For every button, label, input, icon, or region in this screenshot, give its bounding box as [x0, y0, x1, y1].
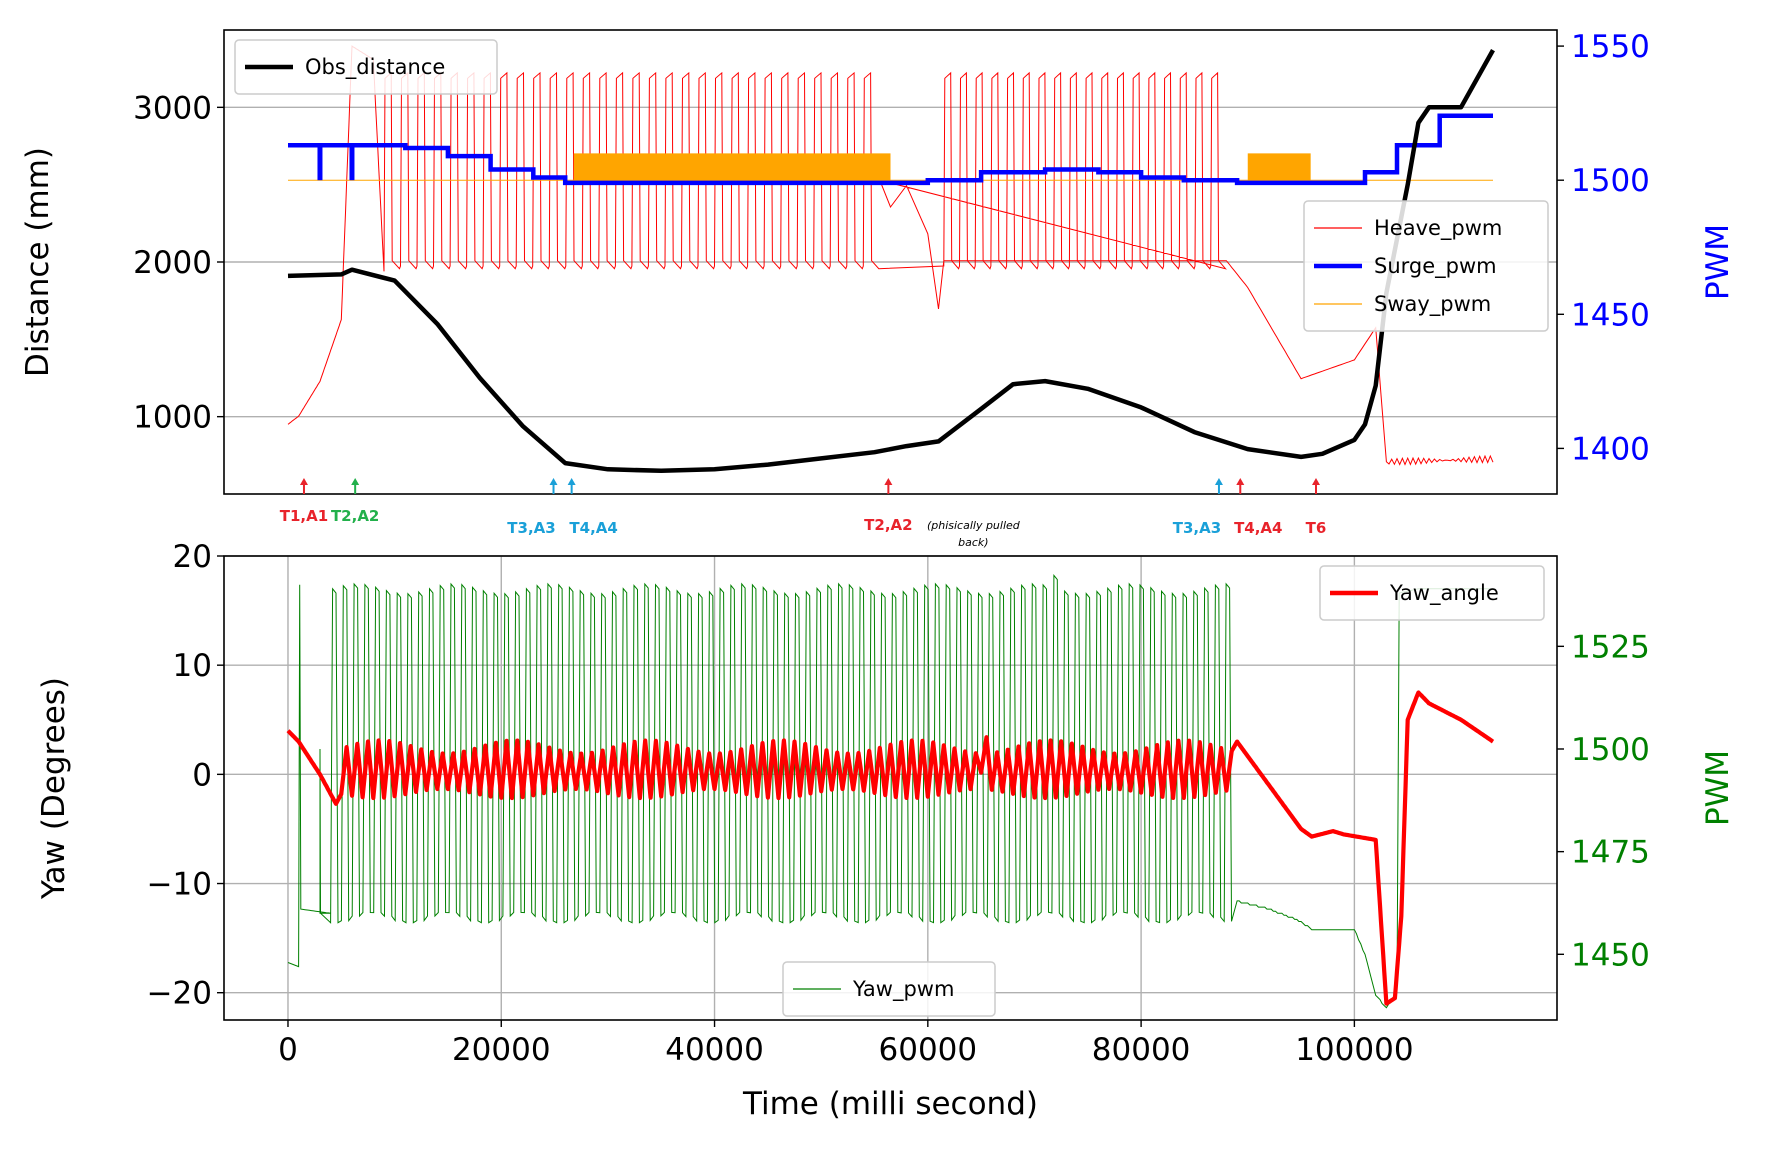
- y2-tick-label: 1500: [1571, 732, 1650, 768]
- x-tick-label: 40000: [665, 1032, 764, 1068]
- legend-label: Yaw_pwm: [852, 977, 954, 1002]
- y-tick-label: −20: [147, 976, 212, 1012]
- x-tick-label: 20000: [452, 1032, 551, 1068]
- x-tick-label: 0: [278, 1032, 298, 1068]
- annotation-arrowhead: [1311, 478, 1320, 485]
- bottom-panel: −20 −10 0 10 20 1450 1475 1500 1525 0 20000 40000 60…: [36, 539, 1736, 1122]
- annotation-label: T4,A4: [1234, 519, 1282, 537]
- y-tick-label: 10: [173, 648, 212, 684]
- x-tick-label: 60000: [879, 1032, 978, 1068]
- legend-label: Sway_pwm: [1374, 292, 1491, 317]
- y2-axis-label: PWM: [1700, 750, 1736, 826]
- annotation-arrowhead: [549, 478, 558, 485]
- y-tick-label: −10: [147, 867, 212, 903]
- y-tick-label: 1000: [133, 400, 212, 436]
- series-line-obs-distance: [287, 49, 1495, 474]
- y2-tick-label: 1450: [1571, 937, 1650, 973]
- bottom-frame: [223, 555, 1558, 1021]
- legend-pwm: [1303, 200, 1549, 332]
- annotation-label: T6: [1306, 519, 1327, 537]
- legend-label: Heave_pwm: [1374, 216, 1502, 241]
- series-line-yaw-pwm: [287, 574, 1493, 1009]
- legend-yaw-angle: [1319, 565, 1545, 621]
- annotation-note: (phisically pulled: [927, 519, 1021, 532]
- legend-label: Surge_pwm: [1374, 254, 1497, 279]
- y2-axis-label: PWM: [1700, 224, 1736, 300]
- annotation-label: T4,A4: [569, 519, 617, 537]
- y-tick-label: 0: [192, 757, 212, 793]
- legend-obs: [234, 39, 498, 95]
- y-axis-label: Yaw (Degrees): [36, 677, 72, 900]
- x-tick-label: 80000: [1092, 1032, 1191, 1068]
- annotation-arrowhead: [567, 478, 576, 485]
- top-panel: 1000 2000 3000 1400 1450 1500 1550 Distance (mm…: [20, 29, 1736, 549]
- y2-tick-label: 1525: [1571, 629, 1650, 665]
- annotation-arrowhead: [1214, 478, 1223, 485]
- series-line-yaw-angle: [286, 690, 1495, 1006]
- y2-tick-label: 1550: [1571, 29, 1650, 65]
- y-tick-label: 20: [173, 539, 212, 575]
- annotation-label: T3,A3: [1173, 519, 1221, 537]
- x-tick-label: 100000: [1295, 1032, 1413, 1068]
- annotation-label: T2,A2: [331, 507, 379, 525]
- annotation-arrowhead: [884, 478, 893, 485]
- legend-label: Yaw_angle: [1389, 581, 1499, 606]
- series-line-surge-pwm: [288, 113, 1493, 186]
- y2-tick-label: 1450: [1571, 297, 1650, 333]
- annotation-arrowhead: [351, 478, 360, 485]
- annotation-label: T1,A1: [280, 507, 328, 525]
- y-tick-label: 2000: [133, 245, 212, 281]
- annotation-arrowhead: [299, 478, 308, 485]
- y2-tick-label: 1500: [1571, 163, 1650, 199]
- y2-tick-label: 1400: [1571, 431, 1650, 467]
- y2-tick-label: 1475: [1571, 835, 1650, 871]
- annotation-note: back): [958, 536, 988, 549]
- x-axis-label: Time (milli second): [742, 1086, 1038, 1122]
- annotation-label: T2,A2: [864, 516, 912, 534]
- y-axis-label: Distance (mm): [20, 147, 56, 377]
- sway-pwm-bar: [573, 153, 891, 183]
- legend-label: Obs_distance: [305, 55, 445, 80]
- y-tick-label: 3000: [133, 90, 212, 126]
- annotation-label: T3,A3: [507, 519, 555, 537]
- legend-yaw-pwm: [782, 961, 996, 1017]
- annotation-arrowhead: [1236, 478, 1245, 485]
- sway-pwm-bar: [1247, 153, 1311, 183]
